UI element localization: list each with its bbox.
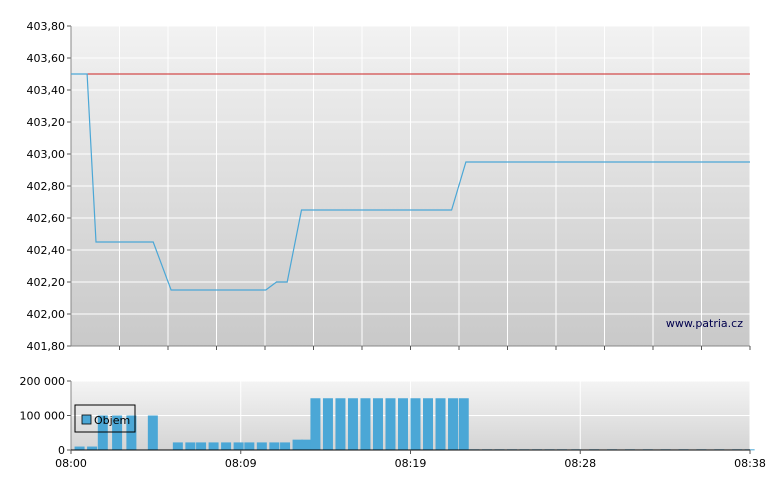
volume-bar bbox=[269, 442, 280, 450]
volume-y-axis: 0 100 000 200 000 bbox=[20, 375, 71, 457]
price-y-tick-label: 401,80 bbox=[27, 340, 66, 353]
volume-bar bbox=[310, 398, 321, 450]
volume-bar bbox=[301, 439, 312, 450]
price-x-ticks bbox=[119, 346, 751, 350]
price-series-line bbox=[71, 73, 750, 291]
legend-box bbox=[74, 404, 136, 433]
volume-bar bbox=[233, 442, 244, 450]
price-grid bbox=[71, 25, 751, 347]
volume-legend: Objem bbox=[74, 404, 136, 433]
price-y-tick-label: 403,40 bbox=[27, 84, 66, 97]
price-y-tick-label: 402,80 bbox=[27, 180, 66, 193]
legend-swatch bbox=[81, 414, 92, 425]
volume-bar bbox=[410, 398, 421, 450]
volume-bar bbox=[147, 415, 158, 450]
volume-bar bbox=[97, 415, 108, 450]
price-panel: 401,80 402,00 402,20 402,40 402,60 402,80 403,… bbox=[27, 20, 751, 353]
price-y-tick-label: 402,00 bbox=[27, 308, 66, 321]
volume-y-tick-label: 200 000 bbox=[20, 375, 66, 388]
price-y-tick-label: 403,20 bbox=[27, 116, 66, 129]
volume-bar bbox=[435, 398, 446, 450]
volume-x-tick-label: 08:00 bbox=[55, 457, 87, 470]
volume-bar bbox=[397, 398, 408, 450]
volume-bar bbox=[322, 398, 333, 450]
volume-bar bbox=[208, 442, 219, 450]
volume-bar bbox=[172, 442, 183, 450]
volume-bar bbox=[448, 398, 459, 450]
price-y-tick-label: 402,40 bbox=[27, 244, 66, 257]
volume-bar bbox=[335, 398, 346, 450]
volume-bar bbox=[280, 442, 291, 450]
volume-bar bbox=[423, 398, 434, 450]
volume-x-tick-label: 08:19 bbox=[395, 457, 427, 470]
volume-bar bbox=[196, 442, 207, 450]
volume-bar bbox=[87, 446, 98, 450]
volume-bar bbox=[360, 398, 371, 450]
volume-bar bbox=[126, 415, 137, 450]
volume-bar bbox=[458, 398, 469, 450]
volume-x-axis: 08:00 08:09 08:19 08:28 08:38 bbox=[55, 450, 766, 470]
volume-x-tick-label: 08:38 bbox=[734, 457, 766, 470]
volume-bar bbox=[244, 442, 255, 450]
watermark[interactable]: www.patria.cz bbox=[666, 317, 743, 330]
price-y-axis: 401,80 402,00 402,20 402,40 402,60 402,80 403,… bbox=[27, 20, 71, 353]
price-y-tick-label: 403,80 bbox=[27, 20, 66, 33]
volume-bar bbox=[185, 442, 196, 450]
price-y-tick-label: 403,60 bbox=[27, 52, 66, 65]
volume-bar bbox=[74, 446, 85, 450]
volume-bar bbox=[372, 398, 383, 450]
volume-x-tick-label: 08:09 bbox=[225, 457, 257, 470]
volume-bar bbox=[385, 398, 396, 450]
price-y-tick-label: 402,20 bbox=[27, 276, 66, 289]
legend-label: Objem bbox=[94, 414, 130, 427]
volume-y-tick-label: 100 000 bbox=[20, 410, 66, 423]
volume-bar bbox=[112, 415, 123, 450]
volume-bar bbox=[292, 439, 303, 450]
volume-x-tick-label: 08:28 bbox=[564, 457, 596, 470]
volume-bar bbox=[256, 442, 267, 450]
price-y-tick-label: 402,60 bbox=[27, 212, 66, 225]
volume-bar bbox=[347, 398, 358, 450]
volume-panel: 0 100 000 200 000 08:00 08:09 08:19 08:28 08:3… bbox=[20, 375, 766, 470]
volume-y-tick-label: 0 bbox=[58, 444, 65, 457]
volume-bar bbox=[221, 442, 232, 450]
price-y-tick-label: 403,00 bbox=[27, 148, 66, 161]
